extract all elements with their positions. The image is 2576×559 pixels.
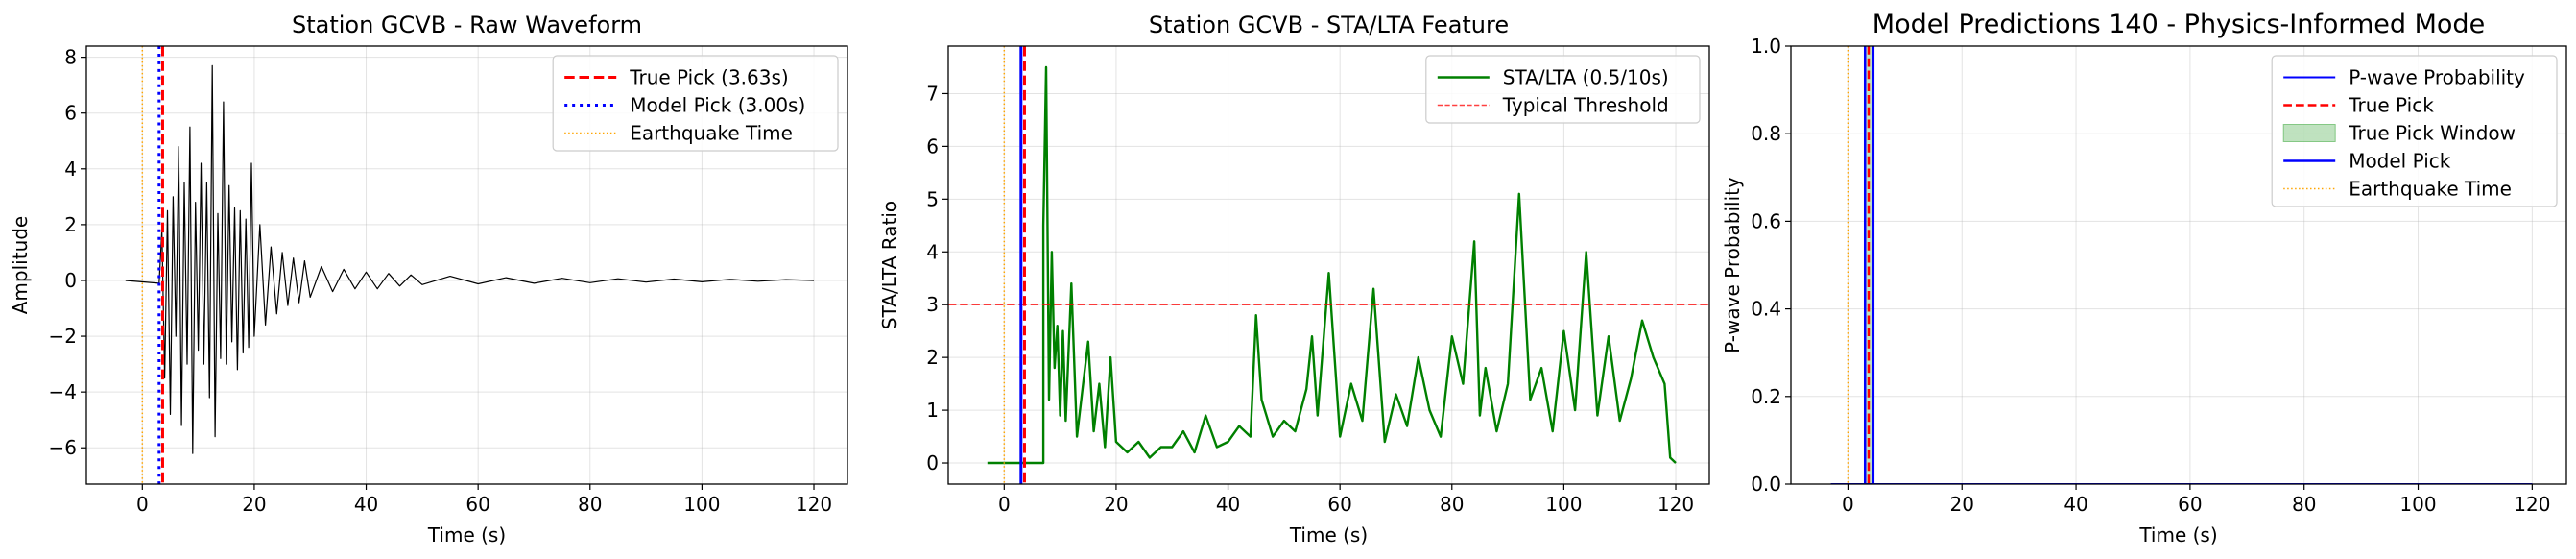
y-tick-label: 0.4 xyxy=(1751,298,1781,321)
legend-label: Typical Threshold xyxy=(1502,94,1669,117)
legend-label: Model Pick xyxy=(2349,150,2451,173)
y-tick-label: 4 xyxy=(64,158,77,181)
x-tick-label: 60 xyxy=(1327,493,1351,516)
y-tick-label: 0.6 xyxy=(1751,209,1781,232)
legend-item: STA/LTA (0.5/10s) xyxy=(1437,66,1669,89)
legend-item: P-wave Probability xyxy=(2283,66,2525,89)
y-tick-label: −2 xyxy=(49,325,77,348)
plot-area xyxy=(125,46,815,484)
x-axis-label: Time (s) xyxy=(427,523,506,547)
x-tick-label: 0 xyxy=(136,493,149,516)
x-tick-label: 60 xyxy=(465,493,489,516)
y-axis-label: P-wave Probability xyxy=(1721,177,1744,353)
legend-item: Model Pick xyxy=(2283,150,2451,173)
legend-swatch xyxy=(2282,124,2336,142)
y-tick-label: 6 xyxy=(926,134,939,158)
true-pick-window-band xyxy=(1864,46,1873,484)
chart-panel-3: 0 20 40 60 80 100 120 0.0 0.2 0.4 0.6 0.8 1.0 Model P… xyxy=(1721,10,2567,547)
x-tick-label: 40 xyxy=(2063,493,2087,516)
legend-label: True Pick xyxy=(2348,94,2434,117)
legend-item: True Pick xyxy=(2283,94,2434,117)
y-tick-label: 0 xyxy=(64,269,77,292)
y-tick-label: 0.0 xyxy=(1751,473,1781,496)
axes-frame xyxy=(947,45,1710,485)
legend-item: True Pick (3.63s) xyxy=(564,66,789,89)
axes-frame xyxy=(85,45,848,485)
legend: P-wave Probability True Pick True Pick Win… xyxy=(2271,55,2558,207)
y-tick-label: 4 xyxy=(926,240,939,263)
x-tick-label: 100 xyxy=(1545,493,1582,516)
legend-item: Earthquake Time xyxy=(564,122,793,145)
x-tick-label: 0 xyxy=(1842,493,1854,516)
x-tick-label: 0 xyxy=(998,493,1011,516)
plot-area xyxy=(1830,46,2533,484)
x-tick-label: 120 xyxy=(1658,493,1694,516)
x-tick-label: 100 xyxy=(683,493,720,516)
x-tick-label: 80 xyxy=(1440,493,1464,516)
y-tick-label: 0.2 xyxy=(1751,385,1781,408)
y-tick-label: 5 xyxy=(926,187,939,210)
x-tick-label: 120 xyxy=(2514,493,2550,516)
x-tick-label: 20 xyxy=(242,493,266,516)
y-axis-label: STA/LTA Ratio xyxy=(878,201,901,329)
y-tick-label: 3 xyxy=(926,293,939,316)
x-tick-label: 80 xyxy=(578,493,602,516)
y-tick-label: 0 xyxy=(926,451,939,474)
y-tick-label: 2 xyxy=(926,346,939,369)
x-tick-label: 20 xyxy=(1104,493,1128,516)
x-axis-label: Time (s) xyxy=(2138,523,2217,547)
x-tick-label: 40 xyxy=(354,493,378,516)
legend-label: Model Pick (3.00s) xyxy=(630,94,805,117)
chart-title: Station GCVB - STA/LTA Feature xyxy=(1149,12,1509,38)
legend-label: Earthquake Time xyxy=(630,122,793,145)
legend: STA/LTA (0.5/10s) Typical Threshold xyxy=(1425,55,1701,124)
x-tick-label: 60 xyxy=(2178,493,2202,516)
x-tick-label: 40 xyxy=(1216,493,1240,516)
legend-box xyxy=(2271,55,2558,207)
y-tick-label: 1 xyxy=(926,399,939,422)
axes-frame xyxy=(1790,45,2567,485)
legend-item: True Pick Window xyxy=(2282,122,2516,145)
y-tick-label: 0.8 xyxy=(1751,122,1781,145)
waveform-line xyxy=(125,64,815,454)
legend-label: P-wave Probability xyxy=(2349,66,2525,89)
chart-title: Station GCVB - Raw Waveform xyxy=(292,12,642,38)
y-axis-label: Amplitude xyxy=(9,216,32,315)
chart-title: Model Predictions 140 - Physics-Informed… xyxy=(1872,10,2485,39)
plot-area xyxy=(948,46,1709,484)
legend: True Pick (3.63s) Model Pick (3.00s) Earth… xyxy=(552,55,839,152)
y-tick-label: 2 xyxy=(64,213,77,236)
x-tick-label: 120 xyxy=(796,493,832,516)
y-tick-label: 6 xyxy=(64,102,77,125)
x-tick-label: 100 xyxy=(2399,493,2436,516)
x-tick-label: 80 xyxy=(2292,493,2316,516)
legend-label: STA/LTA (0.5/10s) xyxy=(1503,66,1669,89)
legend-box xyxy=(552,55,839,152)
legend-item: Earthquake Time xyxy=(2283,178,2512,201)
chart-panel-2: 0 20 40 60 80 100 120 0 1 2 3 4 5 6 7 Station GCVB - ST… xyxy=(878,12,1710,547)
legend-label: True Pick (3.63s) xyxy=(629,66,789,89)
legend-label: Earthquake Time xyxy=(2349,178,2512,201)
y-tick-label: 7 xyxy=(926,82,939,105)
chart-panel-1: 0 20 40 60 80 100 120 −6 −4 −2 0 2 4 6 8 Station GCVB -… xyxy=(9,12,848,547)
legend-box xyxy=(1425,55,1701,124)
series-line xyxy=(987,65,1677,465)
y-tick-label: −4 xyxy=(49,380,77,403)
x-tick-label: 20 xyxy=(1950,493,1974,516)
y-tick-label: −6 xyxy=(49,436,77,459)
legend-item: Typical Threshold xyxy=(1437,94,1669,117)
legend-label: True Pick Window xyxy=(2348,122,2516,145)
y-tick-label: 1.0 xyxy=(1751,35,1781,58)
y-tick-label: 8 xyxy=(64,46,77,69)
x-axis-label: Time (s) xyxy=(1289,523,1368,547)
legend-item: Model Pick (3.00s) xyxy=(564,94,805,117)
